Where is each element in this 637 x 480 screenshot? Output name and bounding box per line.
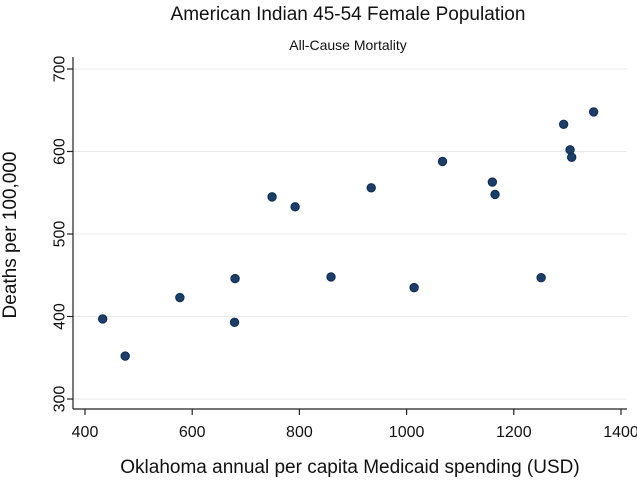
data-point: [175, 292, 185, 303]
data-point: [267, 192, 277, 202]
x-tick-label: 400: [72, 424, 99, 441]
data-points: [97, 107, 599, 361]
y-tick-label: 700: [52, 56, 69, 83]
x-tick-label: 1400: [603, 424, 637, 441]
data-point: [536, 273, 546, 283]
chart-title: American Indian 45-54 Female Population: [171, 4, 526, 25]
x-ticks: 400 600 800 1000 1200 1400: [72, 409, 637, 441]
data-point: [588, 107, 599, 117]
data-point: [558, 119, 569, 129]
y-axis-label: Deaths per 100,000: [0, 152, 21, 319]
chart-subtitle: All-Cause Mortality: [289, 37, 406, 53]
y-tick-label: 400: [52, 303, 69, 330]
data-point: [97, 314, 108, 324]
data-point: [326, 272, 336, 282]
data-point: [566, 152, 577, 162]
data-point: [230, 273, 240, 284]
data-point: [409, 282, 419, 293]
x-tick-label: 1000: [389, 424, 425, 441]
x-axis-label: Oklahoma annual per capita Medicaid spen…: [120, 457, 579, 478]
data-point: [290, 202, 300, 212]
data-point: [120, 351, 130, 361]
axis-layer: [72, 57, 627, 410]
x-tick-label: 600: [179, 424, 206, 441]
data-point: [229, 317, 240, 327]
x-tick-label: 1200: [496, 424, 532, 441]
y-tick-label: 600: [52, 138, 69, 165]
data-point: [487, 177, 498, 187]
data-point: [366, 183, 376, 193]
x-tick-label: 800: [286, 424, 313, 441]
data-point: [490, 189, 500, 200]
y-tick-label: 500: [52, 221, 69, 248]
data-point: [437, 156, 448, 167]
y-ticks: 300 400 500 600 700: [52, 56, 73, 413]
y-tick-label: 300: [52, 386, 69, 413]
grid-layer: [73, 68, 627, 400]
